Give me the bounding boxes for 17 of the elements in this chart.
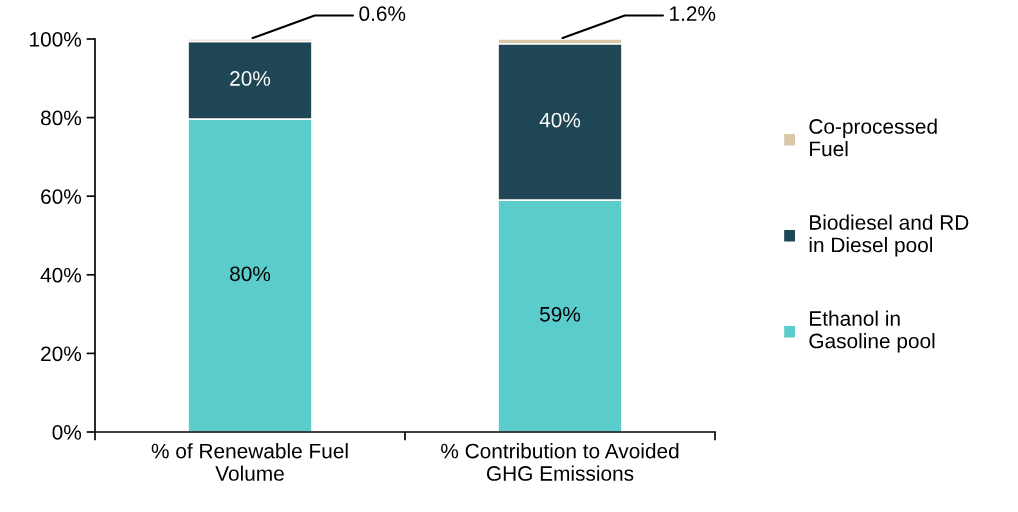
data-label: 40%: [539, 112, 581, 128]
data-label: 80%: [230, 266, 271, 282]
x-tick-label: % Contribution to Avoided GHG Emissions: [441, 443, 679, 481]
y-tick-label: 60%: [41, 189, 82, 204]
legend-label: Co-processed Fuel: [809, 118, 937, 157]
legend-label: Biodiesel and RD in Diesel pool: [809, 214, 969, 257]
y-tick-label: 0%: [52, 425, 82, 440]
x-tick-label: % of Renewable Fuel Volume: [151, 443, 348, 481]
data-label: 59%: [539, 306, 581, 322]
legend-label: Ethanol in Gasoline pool: [809, 310, 935, 353]
y-tick-label: 20%: [41, 346, 82, 362]
data-label: 20%: [230, 71, 271, 86]
y-tick-label: 40%: [40, 267, 82, 283]
data-label: 1.2%: [670, 6, 716, 21]
y-tick-label: 100%: [30, 32, 82, 47]
data-label: 0.6%: [359, 6, 406, 22]
y-tick-label: 80%: [41, 110, 82, 126]
